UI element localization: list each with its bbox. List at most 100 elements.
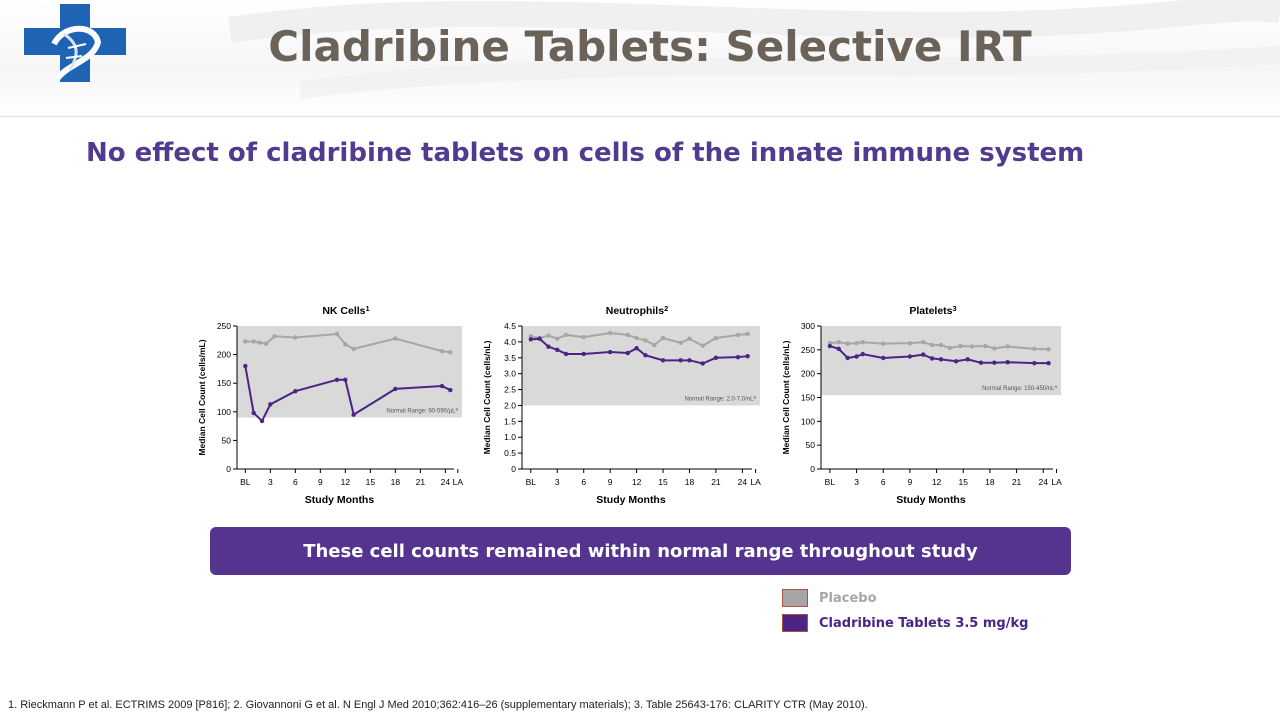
data-point-cladribine [1046, 360, 1051, 366]
data-point-placebo [652, 342, 657, 348]
data-point-placebo [735, 332, 741, 338]
chart-title: Neutrophils2 [606, 304, 669, 317]
data-point-placebo [263, 341, 269, 346]
legend-item-cladribine: Cladribine Tablets 3.5 mg/kg [782, 611, 1028, 635]
data-point-placebo [343, 342, 348, 347]
x-tick-label: 15 [958, 477, 968, 487]
data-point-cladribine [854, 354, 859, 359]
data-point-cladribine [827, 343, 833, 349]
data-point-cladribine [836, 346, 841, 352]
data-point-placebo [958, 343, 963, 349]
data-point-placebo [243, 339, 248, 344]
y-axis-label: Median Cell Count (cells/mL) [197, 339, 207, 455]
data-point-cladribine [537, 336, 542, 341]
data-point-placebo [660, 335, 666, 341]
references-footnote: 1. Rieckmann P et al. ECTRIMS 2009 [P816… [8, 699, 868, 711]
data-point-placebo [257, 340, 262, 345]
data-point-placebo [581, 334, 586, 340]
y-tick-label: 300 [801, 321, 815, 331]
data-point-placebo [921, 340, 926, 345]
data-point-cladribine [448, 387, 453, 393]
data-point-cladribine [1005, 360, 1010, 365]
x-tick-label: 18 [391, 477, 401, 487]
x-tick-label: LA [750, 477, 761, 487]
x-axis-label: Study Months [896, 494, 966, 506]
data-point-cladribine [992, 360, 997, 365]
chart-neutrophils: Normal Range: 2.0-7.0/nLa 0 0.5 1.0 1.5 2.0 2.… [482, 304, 761, 506]
data-point-cladribine [393, 386, 398, 392]
data-point-placebo [836, 340, 841, 345]
y-tick-label: 0.5 [504, 448, 516, 458]
legend-label-cladribine: Cladribine Tablets 3.5 mg/kg [819, 615, 1029, 631]
data-point-placebo [700, 343, 705, 348]
y-tick-label: 2.5 [504, 385, 516, 395]
data-point-placebo [983, 343, 988, 349]
data-point-placebo [992, 346, 997, 351]
data-point-placebo [881, 341, 886, 346]
data-point-cladribine [860, 351, 865, 357]
data-point-cladribine [581, 351, 586, 357]
data-point-placebo [678, 340, 683, 346]
x-tick-label: 15 [658, 477, 668, 487]
x-tick-label: 12 [632, 477, 642, 487]
x-tick-label: 24 [738, 477, 748, 487]
x-axis-label: Study Months [596, 494, 666, 506]
data-point-cladribine [243, 363, 248, 369]
x-tick-label: 24 [441, 477, 451, 487]
data-point-placebo [351, 346, 356, 352]
data-point-cladribine [735, 354, 741, 360]
data-point-placebo [272, 334, 277, 339]
chart-title: Platelets3 [909, 304, 956, 317]
y-tick-label: 150 [217, 378, 231, 388]
y-tick-label: 100 [217, 407, 231, 417]
x-tick-label: 21 [1012, 477, 1022, 487]
summary-banner: These cell counts remained within normal… [210, 527, 1071, 575]
x-tick-label: LA [453, 477, 464, 487]
x-tick-label: 18 [685, 477, 695, 487]
y-tick-label: 4.5 [504, 321, 516, 331]
y-tick-label: 1.5 [504, 416, 516, 426]
slide-title: Cladribine Tablets: Selective IRT [268, 22, 1032, 71]
data-point-placebo [687, 336, 692, 341]
y-tick-label: 0 [511, 464, 516, 474]
data-point-cladribine [293, 389, 298, 394]
data-point-placebo [448, 350, 453, 355]
normal-range-label: Normal Range: 2.0-7.0/nLa [684, 394, 756, 402]
data-point-placebo [555, 336, 560, 341]
data-point-cladribine [334, 377, 340, 382]
data-point-cladribine [713, 355, 719, 360]
slide-header: Cladribine Tablets: Selective IRT [0, 0, 1280, 117]
x-tick-label: 6 [293, 477, 298, 487]
x-tick-label: BL [240, 477, 251, 487]
chart-platelets: Normal Range: 150-450/nLa 0 50 100 150 200 250… [781, 304, 1062, 506]
data-point-cladribine [965, 357, 970, 362]
data-point-placebo [854, 340, 859, 346]
legend-swatch-cladribine [782, 614, 808, 632]
y-tick-label: 3.5 [504, 353, 516, 363]
chart-title: NK Cells1 [322, 304, 369, 317]
data-point-placebo [563, 332, 569, 338]
y-tick-label: 50 [806, 440, 816, 450]
y-tick-label: 250 [801, 345, 815, 355]
y-tick-label: 3.0 [504, 369, 516, 379]
data-point-cladribine [439, 383, 445, 389]
data-point-cladribine [881, 355, 886, 361]
x-tick-label: 12 [932, 477, 942, 487]
legend-swatch-placebo [782, 589, 808, 607]
y-tick-label: 2.0 [504, 400, 516, 410]
data-point-cladribine [921, 352, 926, 357]
x-tick-label: 3 [854, 477, 859, 487]
y-axis-label: Median Cell Count (cells/nL) [482, 340, 492, 454]
data-point-placebo [634, 335, 639, 341]
legend-item-placebo: Placebo [782, 586, 1028, 610]
x-tick-label: 9 [908, 477, 913, 487]
data-point-placebo [643, 338, 648, 343]
x-tick-label: 18 [985, 477, 995, 487]
data-point-placebo [938, 342, 944, 348]
y-axis-label: Median Cell Count (cells/nL) [781, 340, 791, 454]
data-point-cladribine [1032, 360, 1037, 366]
cell-count-charts: Normal Range: 90-590/µLa050100150200250B… [197, 304, 1062, 506]
data-point-placebo [1005, 344, 1010, 349]
data-point-cladribine [634, 346, 639, 351]
data-point-placebo [947, 345, 953, 351]
